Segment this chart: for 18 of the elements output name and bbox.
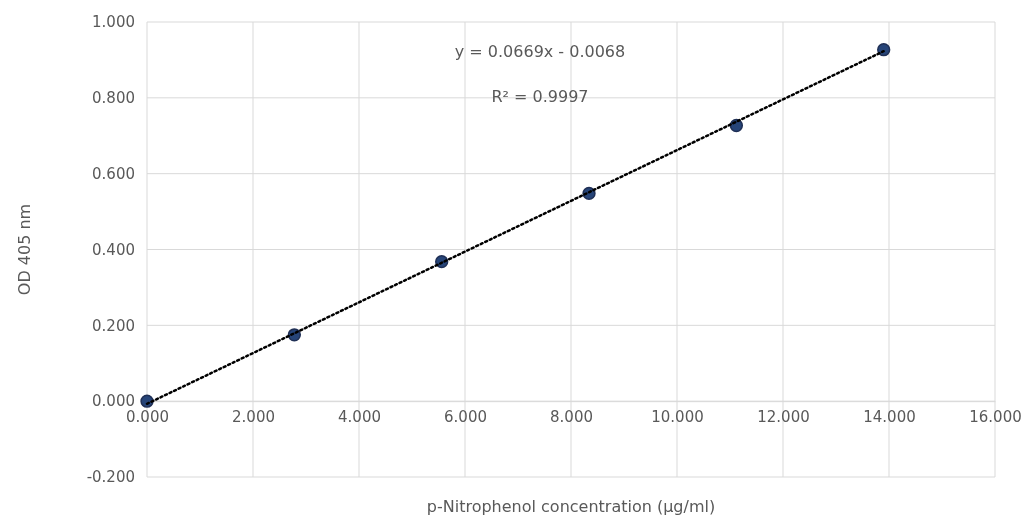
y-axis-title: OD 405 nm xyxy=(15,203,34,296)
x-tick-label: 14.000 xyxy=(863,407,916,426)
y-tick-label: 0.400 xyxy=(92,240,135,259)
x-tick-label: 8.000 xyxy=(550,407,593,426)
annotation: R² = 0.9997 xyxy=(491,87,589,106)
y-tick-label: 1.000 xyxy=(92,13,135,32)
annotation: y = 0.0669x - 0.0068 xyxy=(454,42,626,61)
y-tick-label: -0.200 xyxy=(86,468,135,487)
x-tick-label: 12.000 xyxy=(757,407,810,426)
x-tick-label: 4.000 xyxy=(338,407,381,426)
y-tick-label: 0.800 xyxy=(92,89,135,108)
y-tick-label: 0.600 xyxy=(92,164,135,183)
x-tick-label: 16.000 xyxy=(969,407,1022,426)
x-axis-title: p-Nitrophenol concentration (µg/ml) xyxy=(426,497,716,516)
x-tick-label: 2.000 xyxy=(232,407,275,426)
x-tick-label: 10.000 xyxy=(651,407,704,426)
x-tick-label: 6.000 xyxy=(444,407,487,426)
y-tick-label: 0.200 xyxy=(92,316,135,335)
